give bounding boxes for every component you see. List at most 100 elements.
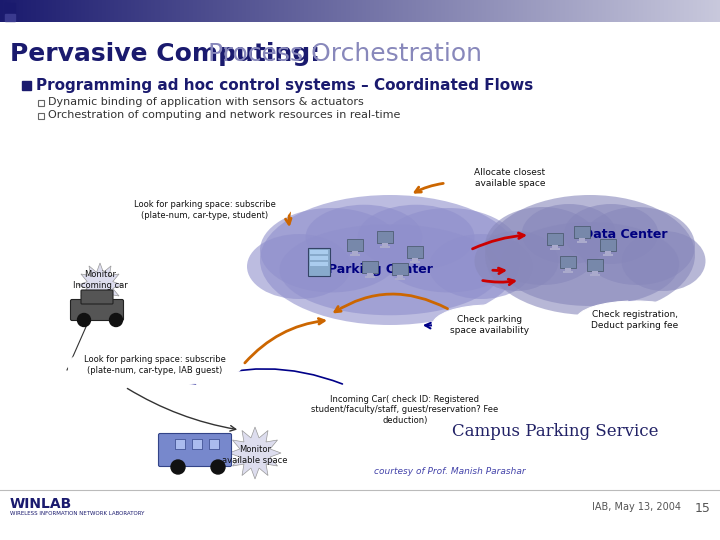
Bar <box>609 0 610 22</box>
Bar <box>354 0 355 22</box>
Bar <box>493 0 494 22</box>
Bar <box>567 0 568 22</box>
Bar <box>647 0 648 22</box>
Bar <box>537 0 538 22</box>
Bar <box>72 0 73 22</box>
Bar <box>473 0 474 22</box>
Bar <box>615 0 616 22</box>
Bar <box>697 0 698 22</box>
Bar <box>242 0 243 22</box>
Bar <box>135 0 136 22</box>
Bar <box>512 0 513 22</box>
Bar <box>334 0 335 22</box>
Bar <box>366 0 367 22</box>
Bar <box>674 0 675 22</box>
Bar <box>183 0 184 22</box>
Bar <box>55 0 56 22</box>
Bar <box>545 0 546 22</box>
Bar <box>412 0 413 22</box>
Bar <box>200 0 201 22</box>
Bar <box>297 0 298 22</box>
Bar <box>639 0 640 22</box>
Bar <box>587 0 588 22</box>
Bar <box>379 0 380 22</box>
Ellipse shape <box>297 385 513 435</box>
Bar <box>151 0 152 22</box>
Bar <box>16 0 17 22</box>
Bar <box>606 0 607 22</box>
Bar <box>1 0 2 22</box>
Bar <box>489 0 490 22</box>
Bar <box>347 0 348 22</box>
Bar <box>533 0 534 22</box>
Bar <box>173 0 174 22</box>
Bar <box>277 0 278 22</box>
Bar <box>251 0 252 22</box>
Bar <box>388 0 389 22</box>
Bar <box>67 0 68 22</box>
Bar <box>525 0 526 22</box>
Bar <box>342 0 343 22</box>
Bar <box>337 0 338 22</box>
Bar <box>560 256 576 268</box>
Bar <box>429 0 430 22</box>
Bar <box>197 0 198 22</box>
Bar <box>462 0 463 22</box>
Bar <box>326 0 327 22</box>
Bar <box>541 0 542 22</box>
Bar <box>303 0 304 22</box>
Bar <box>215 0 216 22</box>
Bar <box>302 0 303 22</box>
Bar <box>322 0 323 22</box>
Bar <box>631 0 632 22</box>
Ellipse shape <box>247 234 351 299</box>
Bar <box>480 0 481 22</box>
Bar <box>687 0 688 22</box>
Bar <box>572 0 573 22</box>
Bar <box>133 0 134 22</box>
Ellipse shape <box>580 207 695 285</box>
Bar <box>288 0 289 22</box>
Bar <box>158 0 159 22</box>
Bar <box>73 0 74 22</box>
Bar <box>348 0 349 22</box>
Bar <box>592 271 598 274</box>
Bar <box>40 0 41 22</box>
Bar <box>546 0 547 22</box>
Bar <box>436 0 437 22</box>
Bar <box>70 0 71 22</box>
Bar <box>619 0 620 22</box>
Bar <box>707 0 708 22</box>
Bar <box>496 0 497 22</box>
Bar <box>22 0 23 22</box>
Bar <box>360 0 361 22</box>
Bar <box>230 0 231 22</box>
Bar <box>294 0 295 22</box>
Bar <box>420 0 421 22</box>
Bar <box>244 0 245 22</box>
Bar <box>482 0 483 22</box>
Bar <box>544 0 545 22</box>
Bar <box>167 0 168 22</box>
Bar <box>125 0 126 22</box>
Bar <box>142 0 143 22</box>
Bar <box>438 0 439 22</box>
Bar <box>367 273 373 276</box>
Bar <box>178 0 179 22</box>
Bar <box>35 0 36 22</box>
Bar <box>517 0 518 22</box>
Bar <box>649 0 650 22</box>
Bar <box>677 0 678 22</box>
Bar <box>495 0 496 22</box>
Bar <box>71 0 72 22</box>
Bar <box>255 0 256 22</box>
Bar <box>364 0 365 22</box>
Bar <box>654 0 655 22</box>
Bar <box>104 0 105 22</box>
Bar <box>590 0 591 22</box>
Bar <box>672 0 673 22</box>
Bar <box>698 0 699 22</box>
Bar <box>614 0 615 22</box>
Bar <box>259 0 260 22</box>
Bar <box>103 0 104 22</box>
